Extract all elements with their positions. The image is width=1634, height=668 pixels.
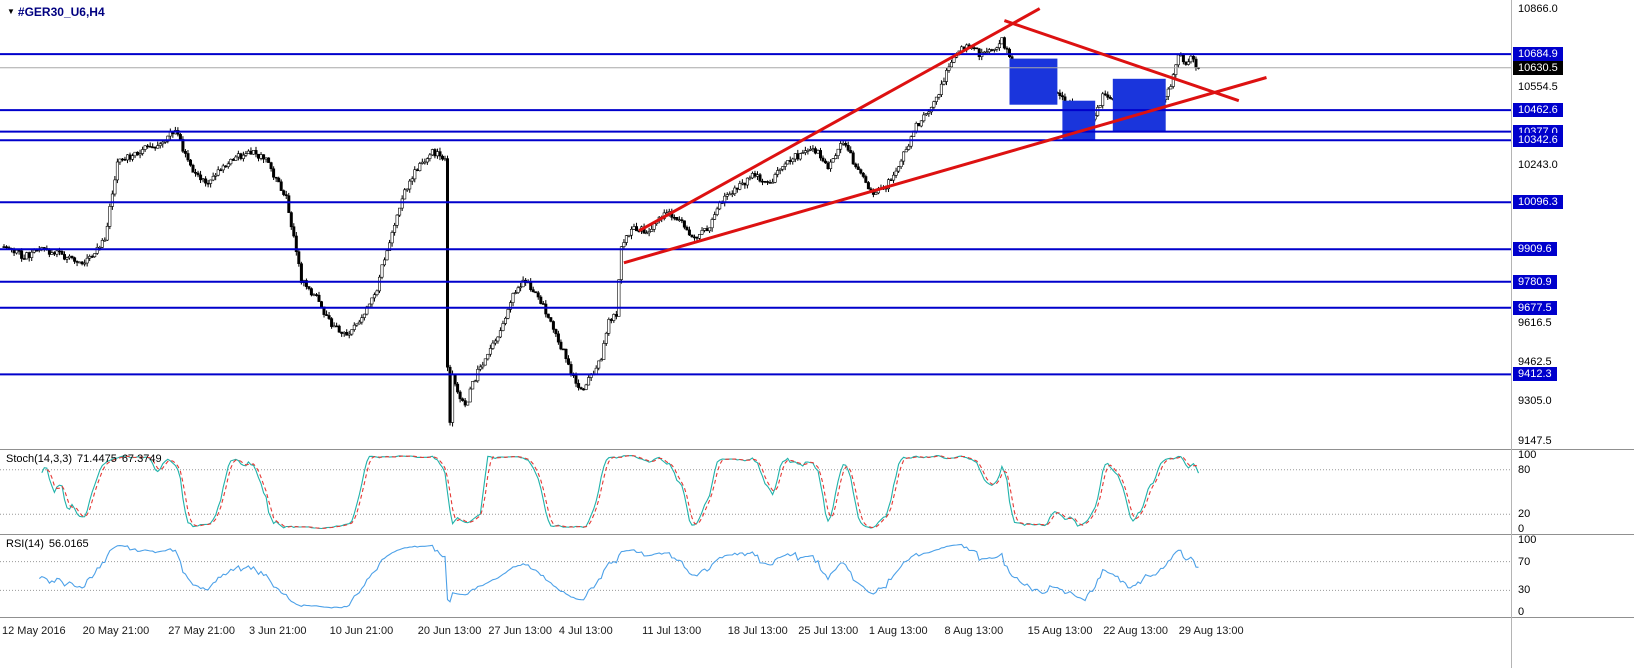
symbol-label: ▼ #GER30_U6,H4 [7,5,105,19]
stoch-signal-value: 67.3749 [121,453,162,465]
time-axis-label: 25 Jul 13:00 [798,625,859,637]
time-axis-label: 20 Jun 13:00 [417,625,482,637]
scale-separator [1511,0,1512,668]
price-level-label: 9677.5 [1513,300,1557,315]
time-axis-label: 29 Aug 13:00 [1178,625,1244,637]
time-axis-label: 4 Jul 13:00 [558,625,613,637]
price-level-label: 9412.3 [1513,367,1557,382]
price-level-label: 10684.9 [1513,47,1563,62]
time-axis-label: 3 Jun 21:00 [249,625,307,637]
rsi-label: RSI(14) 56.0165 [6,538,94,550]
price-level-label: 10096.3 [1513,195,1563,210]
time-axis-label: 18 Jul 13:00 [727,625,788,637]
price-level-label: 9909.6 [1513,242,1557,257]
price-axis-label: 9305.0 [1518,395,1552,408]
symbol-dropdown-icon[interactable]: ▼ [7,7,15,16]
rsi-value: 56.0165 [48,538,89,550]
stochastic-panel: Stoch(14,3,3) 71.4475 67.3749 [0,449,1634,534]
price-level-label: 9780.9 [1513,274,1557,289]
time-axis-label: 22 Aug 13:00 [1103,625,1169,637]
rsi-axis-label: 70 [1518,555,1531,568]
time-axis-label: 27 Jun 13:00 [488,625,553,637]
time-axis[interactable]: 12 May 2016 20 May 21:00 27 May 21:00 3 Jun… [0,617,1634,668]
price-axis-label: 10243.0 [1518,159,1558,172]
symbol-name: #GER30_U6,H4 [17,5,105,19]
rsi-axis-label: 100 [1518,534,1537,546]
price-axis-label: 9616.5 [1518,317,1552,329]
price-level-label: 10342.6 [1513,133,1563,148]
rsi-canvas[interactable] [0,535,1511,617]
price-chart-canvas[interactable] [0,0,1511,449]
stoch-title: Stoch(14,3,3) [6,453,73,465]
stochastic-canvas[interactable] [0,450,1511,534]
highlight-box[interactable] [1062,100,1096,140]
rsi-axis-label: 0 [1518,606,1525,618]
bid-price-label: 10630.5 [1513,60,1563,75]
price-scale[interactable]: 10866.0 10554.5 10243.0 9616.5 9462.5 9305.0 9… [1512,0,1634,668]
rsi-axis-label: 30 [1518,584,1531,597]
trendline[interactable] [623,76,1267,265]
time-axis-label: 12 May 2016 [2,625,66,637]
price-level-label: 10462.6 [1513,103,1563,118]
time-axis-label: 8 Aug 13:00 [944,625,1004,637]
time-axis-label: 10 Jun 21:00 [329,625,394,637]
time-axis-label: 11 Jul 13:00 [642,625,702,637]
stoch-k-line [41,455,1200,530]
time-axis-label: 1 Aug 13:00 [868,625,928,637]
rsi-panel: RSI(14) 56.0165 [0,534,1634,617]
stoch-axis-label: 80 [1518,463,1531,476]
stoch-axis-label: 20 [1518,508,1531,521]
time-axis-label: 15 Aug 13:00 [1027,625,1093,637]
stoch-d-line [46,455,1199,529]
time-axis-label: 20 May 21:00 [82,625,150,637]
rsi-line [38,543,1199,609]
stochastic-label: Stoch(14,3,3) 71.4475 67.3749 [6,453,167,465]
highlight-box[interactable] [1112,78,1166,132]
stoch-axis-label: 0 [1518,523,1525,535]
price-axis-label: 10554.5 [1518,81,1558,93]
rsi-title: RSI(14) [6,538,44,550]
trendline[interactable] [1003,19,1240,103]
highlight-box[interactable] [1009,58,1058,105]
trendline[interactable] [638,7,1041,233]
price-axis-label: 9462.5 [1518,355,1552,368]
time-axis-label: 27 May 21:00 [168,625,235,637]
stoch-main-value: 71.4475 [77,453,117,465]
price-axis-label: 10866.0 [1518,2,1558,15]
price-axis-label: 9147.5 [1518,435,1552,448]
main-chart-panel: ▼ #GER30_U6,H4 [0,0,1511,449]
stoch-axis-label: 100 [1518,449,1537,461]
